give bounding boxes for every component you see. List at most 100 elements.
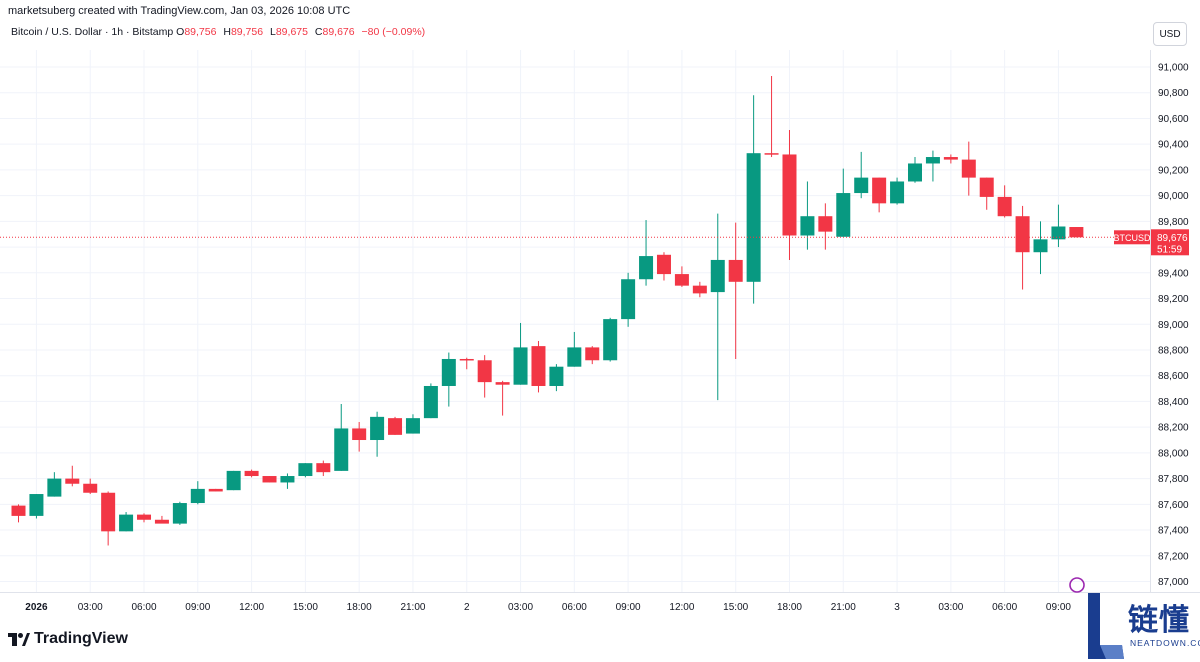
candle-body [925, 157, 940, 164]
y-tick-label: 89,400 [1158, 268, 1189, 279]
x-tick-label: 18:00 [777, 602, 802, 613]
x-tick-label: 06:00 [992, 602, 1017, 613]
tradingview-logo[interactable]: TradingView [8, 630, 128, 648]
candle-body [872, 177, 887, 204]
candle-body [997, 196, 1012, 217]
y-tick-label: 88,000 [1158, 448, 1189, 459]
x-tick-label: 03:00 [938, 602, 963, 613]
x-tick-label: 12:00 [669, 602, 694, 613]
candle-body [674, 274, 689, 286]
candle-body [1015, 216, 1030, 253]
candle-body [262, 476, 277, 483]
candle-body [65, 478, 80, 484]
watermark-chinese: 链懂 [1128, 603, 1190, 638]
candle-body [352, 428, 367, 441]
y-tick-label: 87,600 [1158, 500, 1189, 511]
x-tick-label: 15:00 [293, 602, 318, 613]
currency-button[interactable]: USD [1153, 22, 1187, 46]
x-tick-label: 06:00 [562, 602, 587, 613]
high-value: 89,756 [230, 26, 264, 38]
x-tick-label: 06:00 [131, 602, 156, 613]
x-tick-label: 09:00 [616, 602, 641, 613]
candle-body [1051, 226, 1066, 240]
y-tick-label: 90,800 [1158, 88, 1189, 99]
y-tick-label: 90,200 [1158, 165, 1189, 176]
candle-body [728, 259, 743, 282]
x-tick-label: 2 [464, 602, 470, 613]
x-tick-label: 15:00 [723, 602, 748, 613]
candle-body [154, 519, 169, 524]
candle-body [83, 483, 98, 493]
x-tick-label: 21:00 [831, 602, 856, 613]
candle-body [621, 279, 636, 320]
candle-body [441, 358, 456, 386]
candle-body [119, 514, 134, 532]
candle-body [656, 254, 671, 275]
tradingview-logo-text: TradingView [34, 630, 128, 647]
candle-body [280, 476, 295, 483]
candle-body [531, 346, 546, 386]
candle-body [513, 347, 528, 385]
candle-body [477, 360, 492, 383]
candle-body [298, 463, 313, 477]
candle-body [710, 259, 725, 293]
candle-body [334, 428, 349, 471]
close-label: C [314, 26, 323, 38]
x-tick-label: 18:00 [347, 602, 372, 613]
x-tick-label: 03:00 [78, 602, 103, 613]
candle-body [101, 492, 116, 532]
candle-body [979, 177, 994, 197]
watermark-url: NEATDOWN.COM [1130, 638, 1200, 648]
candle-body [639, 256, 654, 280]
y-tick-label: 89,800 [1158, 217, 1189, 228]
candle-body [208, 488, 223, 492]
candle-body [1033, 239, 1048, 253]
symbol-description: Bitcoin / U.S. Dollar · 1h · Bitstamp [11, 26, 174, 38]
candle-body [585, 347, 600, 361]
candle-body [316, 463, 331, 473]
tradingview-logo-icon [8, 632, 30, 646]
chart-credit: marketsuberg created with TradingView.co… [8, 5, 351, 17]
y-tick-label: 88,200 [1158, 423, 1189, 434]
symbol-tag-bg [1114, 230, 1150, 245]
x-tick-label: 3 [894, 602, 900, 613]
candle-body [890, 181, 905, 204]
last-price-badge [1151, 229, 1189, 256]
candle-body [764, 153, 779, 155]
x-tick-label: 09:00 [1046, 602, 1071, 613]
y-tick-label: 87,800 [1158, 474, 1189, 485]
candle-body [47, 478, 62, 497]
candle-body [836, 193, 851, 237]
open-label: O [176, 26, 185, 38]
candle-body [603, 319, 618, 361]
y-tick-label: 87,200 [1158, 551, 1189, 562]
open-value: 89,756 [184, 26, 217, 38]
candle-body [854, 177, 869, 194]
candle-body [11, 505, 26, 516]
low-label: L [270, 26, 276, 38]
last-price-value: 89,676 [1157, 233, 1188, 244]
event-marker-icon [1069, 577, 1085, 593]
candle-body [818, 216, 833, 232]
candle-body [29, 494, 44, 516]
candle-body [549, 366, 564, 386]
y-tick-label: 90,600 [1158, 114, 1189, 125]
candle-body [567, 347, 582, 367]
candle-body [746, 153, 761, 282]
x-tick-label: 12:00 [239, 602, 264, 613]
x-tick-label: 2026 [25, 602, 48, 613]
candle-body [943, 157, 958, 160]
candle-body [244, 470, 259, 477]
x-tick-label: 21:00 [400, 602, 425, 613]
candle-body [961, 159, 976, 178]
y-tick-label: 91,000 [1158, 63, 1189, 74]
candle-body [782, 154, 797, 236]
watermark-l-icon [1088, 593, 1124, 659]
x-tick-label: 09:00 [185, 602, 210, 613]
symbol-tag: BTCUSD [1113, 233, 1151, 243]
high-label: H [223, 26, 231, 38]
x-tick-label: 03:00 [508, 602, 533, 613]
close-value: 89,676 [322, 26, 355, 38]
candle-body [370, 416, 385, 441]
